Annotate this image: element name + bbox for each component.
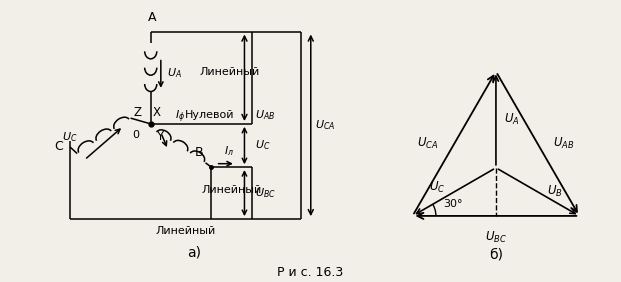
- Text: $U_A$: $U_A$: [166, 67, 181, 80]
- Text: $U_A$: $U_A$: [504, 112, 519, 127]
- Text: B: B: [194, 146, 203, 159]
- Text: $U_{BC}$: $U_{BC}$: [255, 186, 276, 200]
- Text: $U_{AB}$: $U_{AB}$: [255, 109, 276, 122]
- Text: а): а): [187, 245, 201, 259]
- Text: $U_C$: $U_C$: [255, 139, 271, 152]
- Text: $U_{CA}$: $U_{CA}$: [417, 136, 438, 151]
- Text: Z: Z: [134, 106, 142, 119]
- Text: $I_л$: $I_л$: [224, 144, 233, 158]
- Text: X: X: [153, 106, 161, 119]
- Text: $U_C$: $U_C$: [429, 180, 445, 195]
- Text: $U_{CA}$: $U_{CA}$: [315, 118, 335, 132]
- Text: Линейный: Линейный: [201, 185, 261, 195]
- Text: A: A: [148, 11, 156, 25]
- Text: б): б): [489, 247, 503, 261]
- Text: Линейный: Линейный: [155, 226, 215, 236]
- Text: C: C: [54, 140, 63, 153]
- Text: $U_{BC}$: $U_{BC}$: [485, 230, 507, 245]
- Text: Р и с. 16.3: Р и с. 16.3: [278, 266, 343, 279]
- Text: 30°: 30°: [443, 199, 463, 209]
- Text: $U_C$: $U_C$: [61, 130, 77, 144]
- Text: $U_B$: $U_B$: [546, 184, 562, 199]
- Text: 0: 0: [132, 130, 139, 140]
- Text: Нулевой: Нулевой: [185, 111, 235, 120]
- Text: $U_{AB}$: $U_{AB}$: [553, 136, 574, 151]
- Text: $I_\phi$: $I_\phi$: [175, 109, 186, 125]
- Text: Y: Y: [156, 130, 163, 143]
- Text: Линейный: Линейный: [200, 67, 260, 77]
